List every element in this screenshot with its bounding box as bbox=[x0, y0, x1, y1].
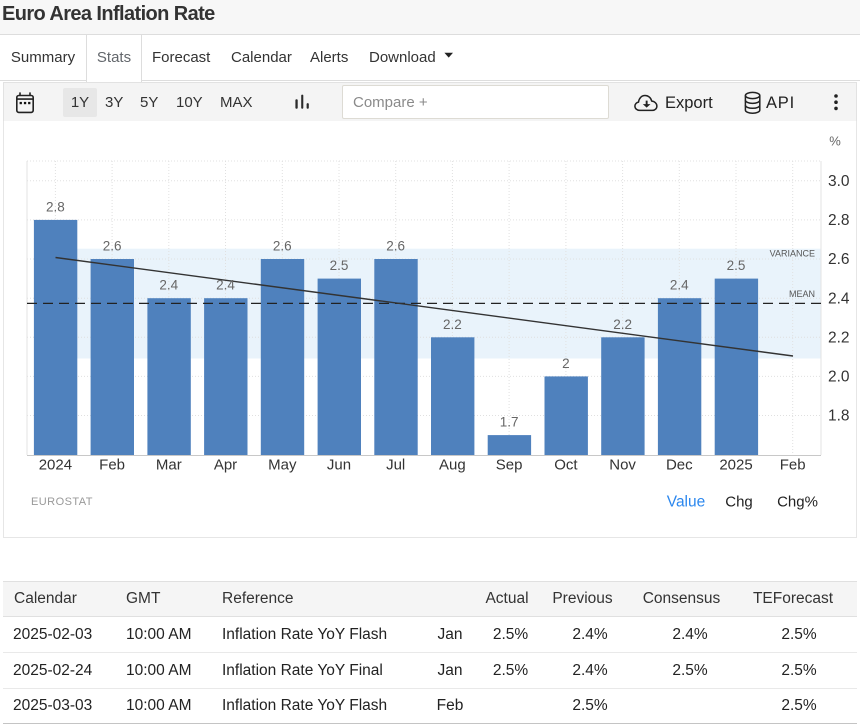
svg-text:Feb: Feb bbox=[99, 457, 125, 474]
svg-text:2: 2 bbox=[562, 356, 570, 371]
svg-text:2025: 2025 bbox=[719, 457, 752, 474]
svg-text:1.7: 1.7 bbox=[500, 415, 519, 430]
svg-text:2.4: 2.4 bbox=[828, 290, 850, 307]
svg-text:%: % bbox=[829, 134, 841, 149]
svg-text:1.8: 1.8 bbox=[828, 408, 850, 425]
svg-text:2.5: 2.5 bbox=[727, 258, 746, 273]
svg-text:3.0: 3.0 bbox=[828, 173, 850, 190]
svg-text:2.2: 2.2 bbox=[443, 317, 462, 332]
svg-text:Jun: Jun bbox=[327, 457, 351, 474]
svg-text:2.4: 2.4 bbox=[670, 278, 689, 293]
svg-text:Apr: Apr bbox=[214, 457, 237, 474]
svg-text:MEAN: MEAN bbox=[789, 289, 815, 299]
svg-text:2.6: 2.6 bbox=[273, 239, 292, 254]
svg-text:Sep: Sep bbox=[496, 457, 523, 474]
svg-text:May: May bbox=[268, 457, 297, 474]
svg-text:Mar: Mar bbox=[156, 457, 182, 474]
svg-text:2.0: 2.0 bbox=[828, 369, 850, 386]
svg-text:Jul: Jul bbox=[386, 457, 405, 474]
svg-text:Dec: Dec bbox=[666, 457, 693, 474]
svg-text:EUROSTAT: EUROSTAT bbox=[31, 496, 93, 508]
svg-text:2.6: 2.6 bbox=[828, 251, 850, 268]
svg-text:Feb: Feb bbox=[780, 457, 806, 474]
svg-text:2.8: 2.8 bbox=[828, 212, 850, 229]
svg-text:Oct: Oct bbox=[554, 457, 578, 474]
svg-text:2.6: 2.6 bbox=[103, 239, 122, 254]
svg-text:2.6: 2.6 bbox=[386, 239, 405, 254]
svg-text:2.8: 2.8 bbox=[46, 199, 65, 214]
svg-text:2.4: 2.4 bbox=[159, 278, 178, 293]
svg-text:Aug: Aug bbox=[439, 457, 466, 474]
svg-text:Value: Value bbox=[667, 494, 706, 511]
svg-text:VARIANCE: VARIANCE bbox=[770, 249, 815, 259]
svg-text:2024: 2024 bbox=[39, 457, 72, 474]
svg-text:Nov: Nov bbox=[609, 457, 636, 474]
svg-text:Chg: Chg bbox=[725, 494, 753, 511]
svg-text:2.5: 2.5 bbox=[330, 258, 349, 273]
svg-text:2.4: 2.4 bbox=[216, 278, 235, 293]
svg-text:2.2: 2.2 bbox=[613, 317, 632, 332]
svg-text:2.2: 2.2 bbox=[828, 330, 850, 347]
svg-text:Chg%: Chg% bbox=[777, 494, 818, 511]
